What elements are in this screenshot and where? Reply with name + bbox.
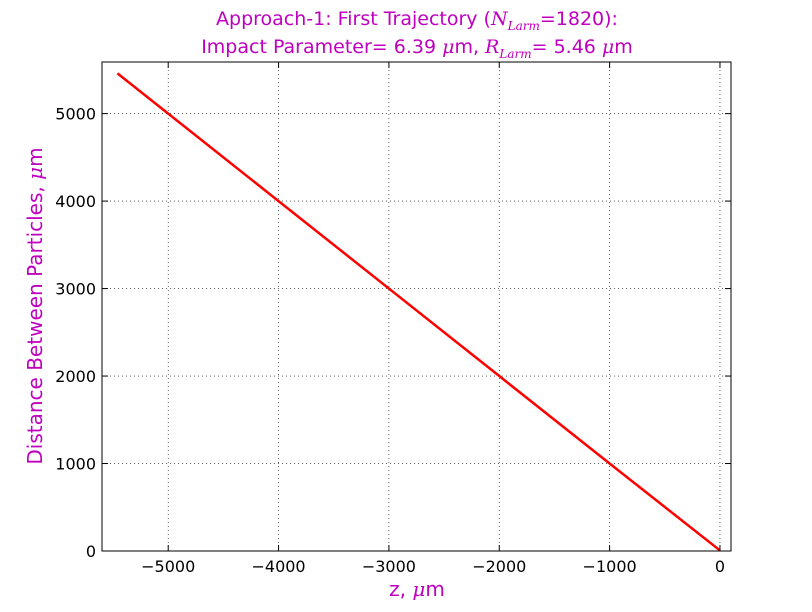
y-tick-label: 5000 [55, 105, 96, 124]
x-axis-title: z, μm [389, 577, 445, 601]
x-tick-label: −3000 [362, 557, 416, 576]
x-tick-label: 0 [715, 557, 725, 576]
y-axis-title: Distance Between Particles, μm [23, 147, 47, 464]
x-tick-label: −5000 [141, 557, 195, 576]
trajectory-line [116, 72, 721, 552]
chart-title-line-2: Impact Parameter= 6.39 μm, RLarm= 5.46 μ… [201, 36, 633, 61]
x-tick-label: −1000 [583, 557, 637, 576]
tick-layer: −5000 −4000 −3000 −2000 −1000 0 0 1000 2000 3000 4… [55, 62, 731, 576]
y-tick-label: 1000 [55, 455, 96, 474]
y-tick-label: 2000 [55, 367, 96, 386]
plot-frame [101, 61, 732, 552]
y-tick-label: 4000 [55, 192, 96, 211]
chart-title-line-1: Approach-1: First Trajectory (NLarm=1820… [216, 8, 618, 33]
series-layer [116, 72, 721, 552]
y-tick-label: 0 [86, 542, 96, 561]
x-tick-label: −2000 [472, 557, 526, 576]
x-tick-label: −4000 [251, 557, 305, 576]
y-tick-label: 3000 [55, 280, 96, 299]
